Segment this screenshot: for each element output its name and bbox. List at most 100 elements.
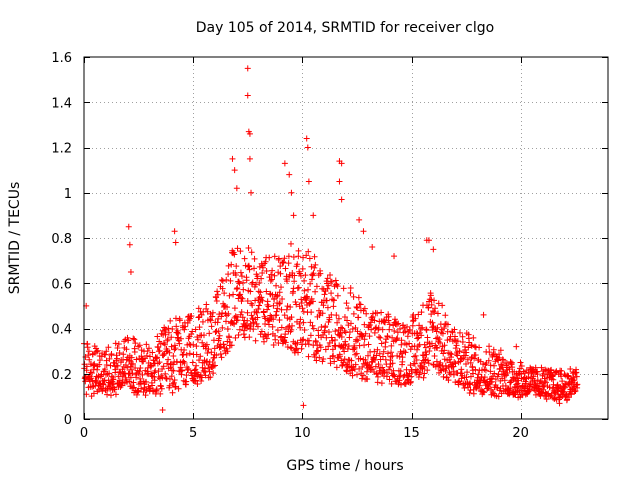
data-point <box>276 300 283 307</box>
data-point <box>395 320 402 327</box>
data-point <box>170 379 177 386</box>
data-point <box>273 308 280 315</box>
data-point <box>427 292 434 299</box>
data-point <box>398 337 405 344</box>
data-point <box>295 284 302 291</box>
data-point <box>456 348 463 355</box>
data-point <box>363 368 370 375</box>
data-point <box>262 258 269 265</box>
data-point <box>325 329 332 336</box>
data-point <box>458 375 465 382</box>
data-point <box>377 334 384 341</box>
data-point <box>299 265 306 272</box>
data-point <box>307 332 314 339</box>
data-point <box>114 355 121 362</box>
data-point <box>306 300 313 307</box>
data-point <box>85 352 92 359</box>
y-axis-ticks: 0 0.2 0.4 0.6 0.8 1 1.2 1.4 1.6 <box>51 51 608 428</box>
data-point <box>319 332 326 339</box>
data-point <box>388 380 395 387</box>
data-point <box>103 348 110 355</box>
data-point <box>234 284 241 291</box>
data-point <box>479 388 486 395</box>
data-point <box>518 363 525 370</box>
data-point <box>432 305 439 312</box>
data-point <box>175 385 182 392</box>
data-point <box>183 372 190 379</box>
data-point <box>374 379 381 386</box>
data-point <box>459 339 466 346</box>
data-point <box>294 339 301 346</box>
data-point <box>487 368 494 375</box>
data-point <box>275 255 282 262</box>
data-point <box>128 366 135 373</box>
x-tick-label: 15 <box>403 426 420 441</box>
data-point <box>301 327 308 334</box>
data-point <box>230 291 237 298</box>
data-point <box>256 279 263 286</box>
data-point <box>104 391 111 398</box>
data-point <box>131 349 138 356</box>
data-point <box>248 189 255 196</box>
data-point <box>144 348 151 355</box>
data-point <box>542 366 549 373</box>
data-point <box>300 402 307 409</box>
data-point <box>241 255 248 262</box>
data-point <box>258 275 265 282</box>
data-point <box>568 391 575 398</box>
data-point <box>336 353 343 360</box>
data-point <box>573 381 580 388</box>
data-point <box>312 288 319 295</box>
data-point <box>475 371 482 378</box>
data-point <box>196 324 203 331</box>
data-point <box>274 305 281 312</box>
data-point <box>482 367 489 374</box>
data-point <box>314 347 321 354</box>
data-point <box>194 333 201 340</box>
data-point <box>456 329 463 336</box>
data-point <box>189 328 196 335</box>
data-point <box>507 379 514 386</box>
data-point <box>496 354 503 361</box>
data-point <box>331 358 338 365</box>
y-tick-label: 1.4 <box>51 96 72 111</box>
x-axis-ticks: 0 5 10 15 20 <box>80 57 529 441</box>
data-point <box>153 355 160 362</box>
data-point <box>137 375 144 382</box>
data-point <box>357 301 364 308</box>
data-point <box>268 276 275 283</box>
data-point <box>299 337 306 344</box>
data-point <box>277 270 284 277</box>
data-point <box>290 212 297 219</box>
data-point <box>347 320 354 327</box>
data-point <box>384 369 391 376</box>
data-point <box>226 334 233 341</box>
data-point <box>322 346 329 353</box>
data-point <box>228 342 235 349</box>
data-point <box>249 315 256 322</box>
data-point <box>91 362 98 369</box>
data-point <box>332 343 339 350</box>
data-point <box>418 309 425 316</box>
data-point <box>414 346 421 353</box>
data-point <box>267 277 274 284</box>
data-point <box>295 349 302 356</box>
data-point <box>331 337 338 344</box>
data-point <box>188 331 195 338</box>
data-point <box>485 357 492 364</box>
data-point <box>144 364 151 371</box>
data-point <box>184 367 191 374</box>
data-point <box>276 289 283 296</box>
data-point <box>573 369 580 376</box>
data-point <box>349 366 356 373</box>
data-point <box>158 383 165 390</box>
data-point <box>386 376 393 383</box>
data-point <box>396 325 403 332</box>
data-point <box>351 344 358 351</box>
data-point <box>431 297 438 304</box>
data-point <box>361 342 368 349</box>
data-point <box>165 356 172 363</box>
data-point <box>214 288 221 295</box>
data-point <box>486 349 493 356</box>
data-point <box>111 386 118 393</box>
